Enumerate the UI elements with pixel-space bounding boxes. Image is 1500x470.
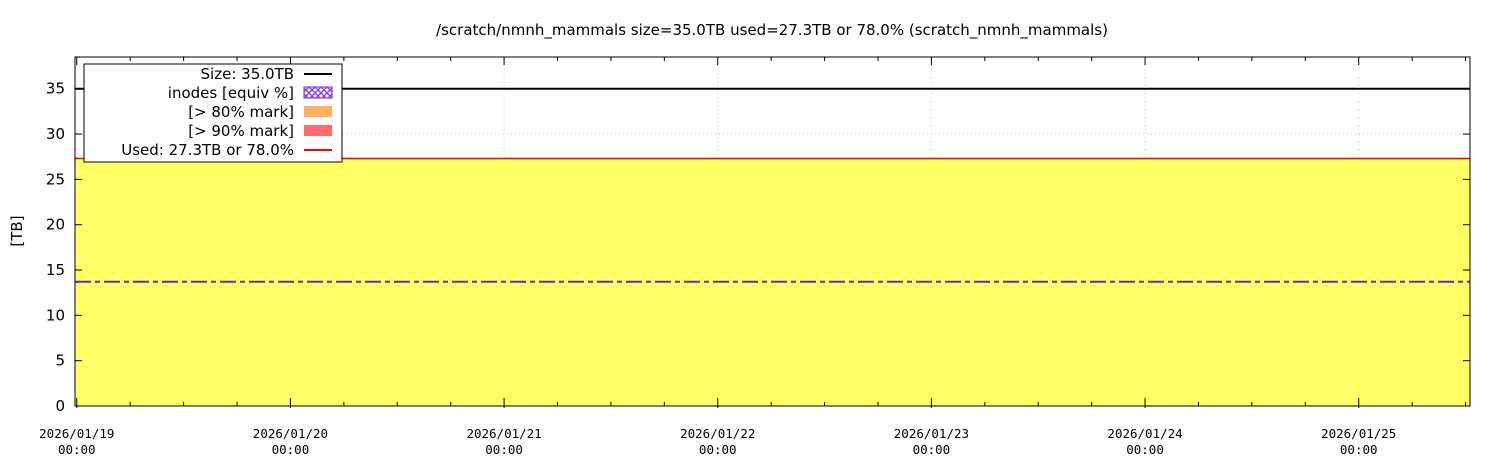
y-tick-label: 5 (55, 352, 65, 370)
y-tick-label: 25 (46, 170, 65, 188)
legend-label: [> 80% mark] (188, 103, 294, 121)
y-tick-label: 30 (46, 125, 65, 143)
legend-label: Size: 35.0TB (201, 65, 294, 83)
y-tick-label: 10 (46, 306, 65, 324)
legend-box (83, 63, 343, 163)
legend-label: [> 90% mark] (188, 122, 294, 140)
x-tick-label-date: 2026/01/23 (894, 426, 969, 441)
x-tick-label-time: 00:00 (272, 442, 310, 457)
x-tick-label-date: 2026/01/24 (1107, 426, 1182, 441)
x-tick-label-date: 2026/01/25 (1321, 426, 1396, 441)
x-tick-label-time: 00:00 (1340, 442, 1378, 457)
x-tick-label-time: 00:00 (58, 442, 96, 457)
chart-title: /scratch/nmnh_mammals size=35.0TB used=2… (436, 21, 1108, 40)
legend-label: inodes [equiv %] (168, 84, 294, 102)
x-tick-label-date: 2026/01/19 (39, 426, 114, 441)
x-tick-label-time: 00:00 (913, 442, 951, 457)
x-tick-label-date: 2026/01/22 (680, 426, 755, 441)
x-tick-label-time: 00:00 (485, 442, 523, 457)
plot-frame (74, 56, 1471, 407)
x-tick-label-time: 00:00 (1126, 442, 1164, 457)
x-tick-label-time: 00:00 (699, 442, 737, 457)
y-tick-label: 20 (46, 216, 65, 234)
legend-swatch-hatch (303, 86, 333, 99)
y-tick-label: 0 (55, 397, 65, 415)
x-tick-label-date: 2026/01/20 (253, 426, 328, 441)
x-tick-label-date: 2026/01/21 (466, 426, 541, 441)
legend-label: Used: 27.3TB or 78.0% (121, 141, 294, 159)
legend-swatch-box (304, 106, 332, 117)
axes: 051015202530352026/01/1900:002026/01/200… (39, 56, 1471, 457)
legend-swatch-box (304, 125, 332, 136)
y-tick-label: 35 (46, 80, 65, 98)
y-axis-label: [TB] (8, 215, 26, 246)
y-tick-label: 15 (46, 261, 65, 279)
